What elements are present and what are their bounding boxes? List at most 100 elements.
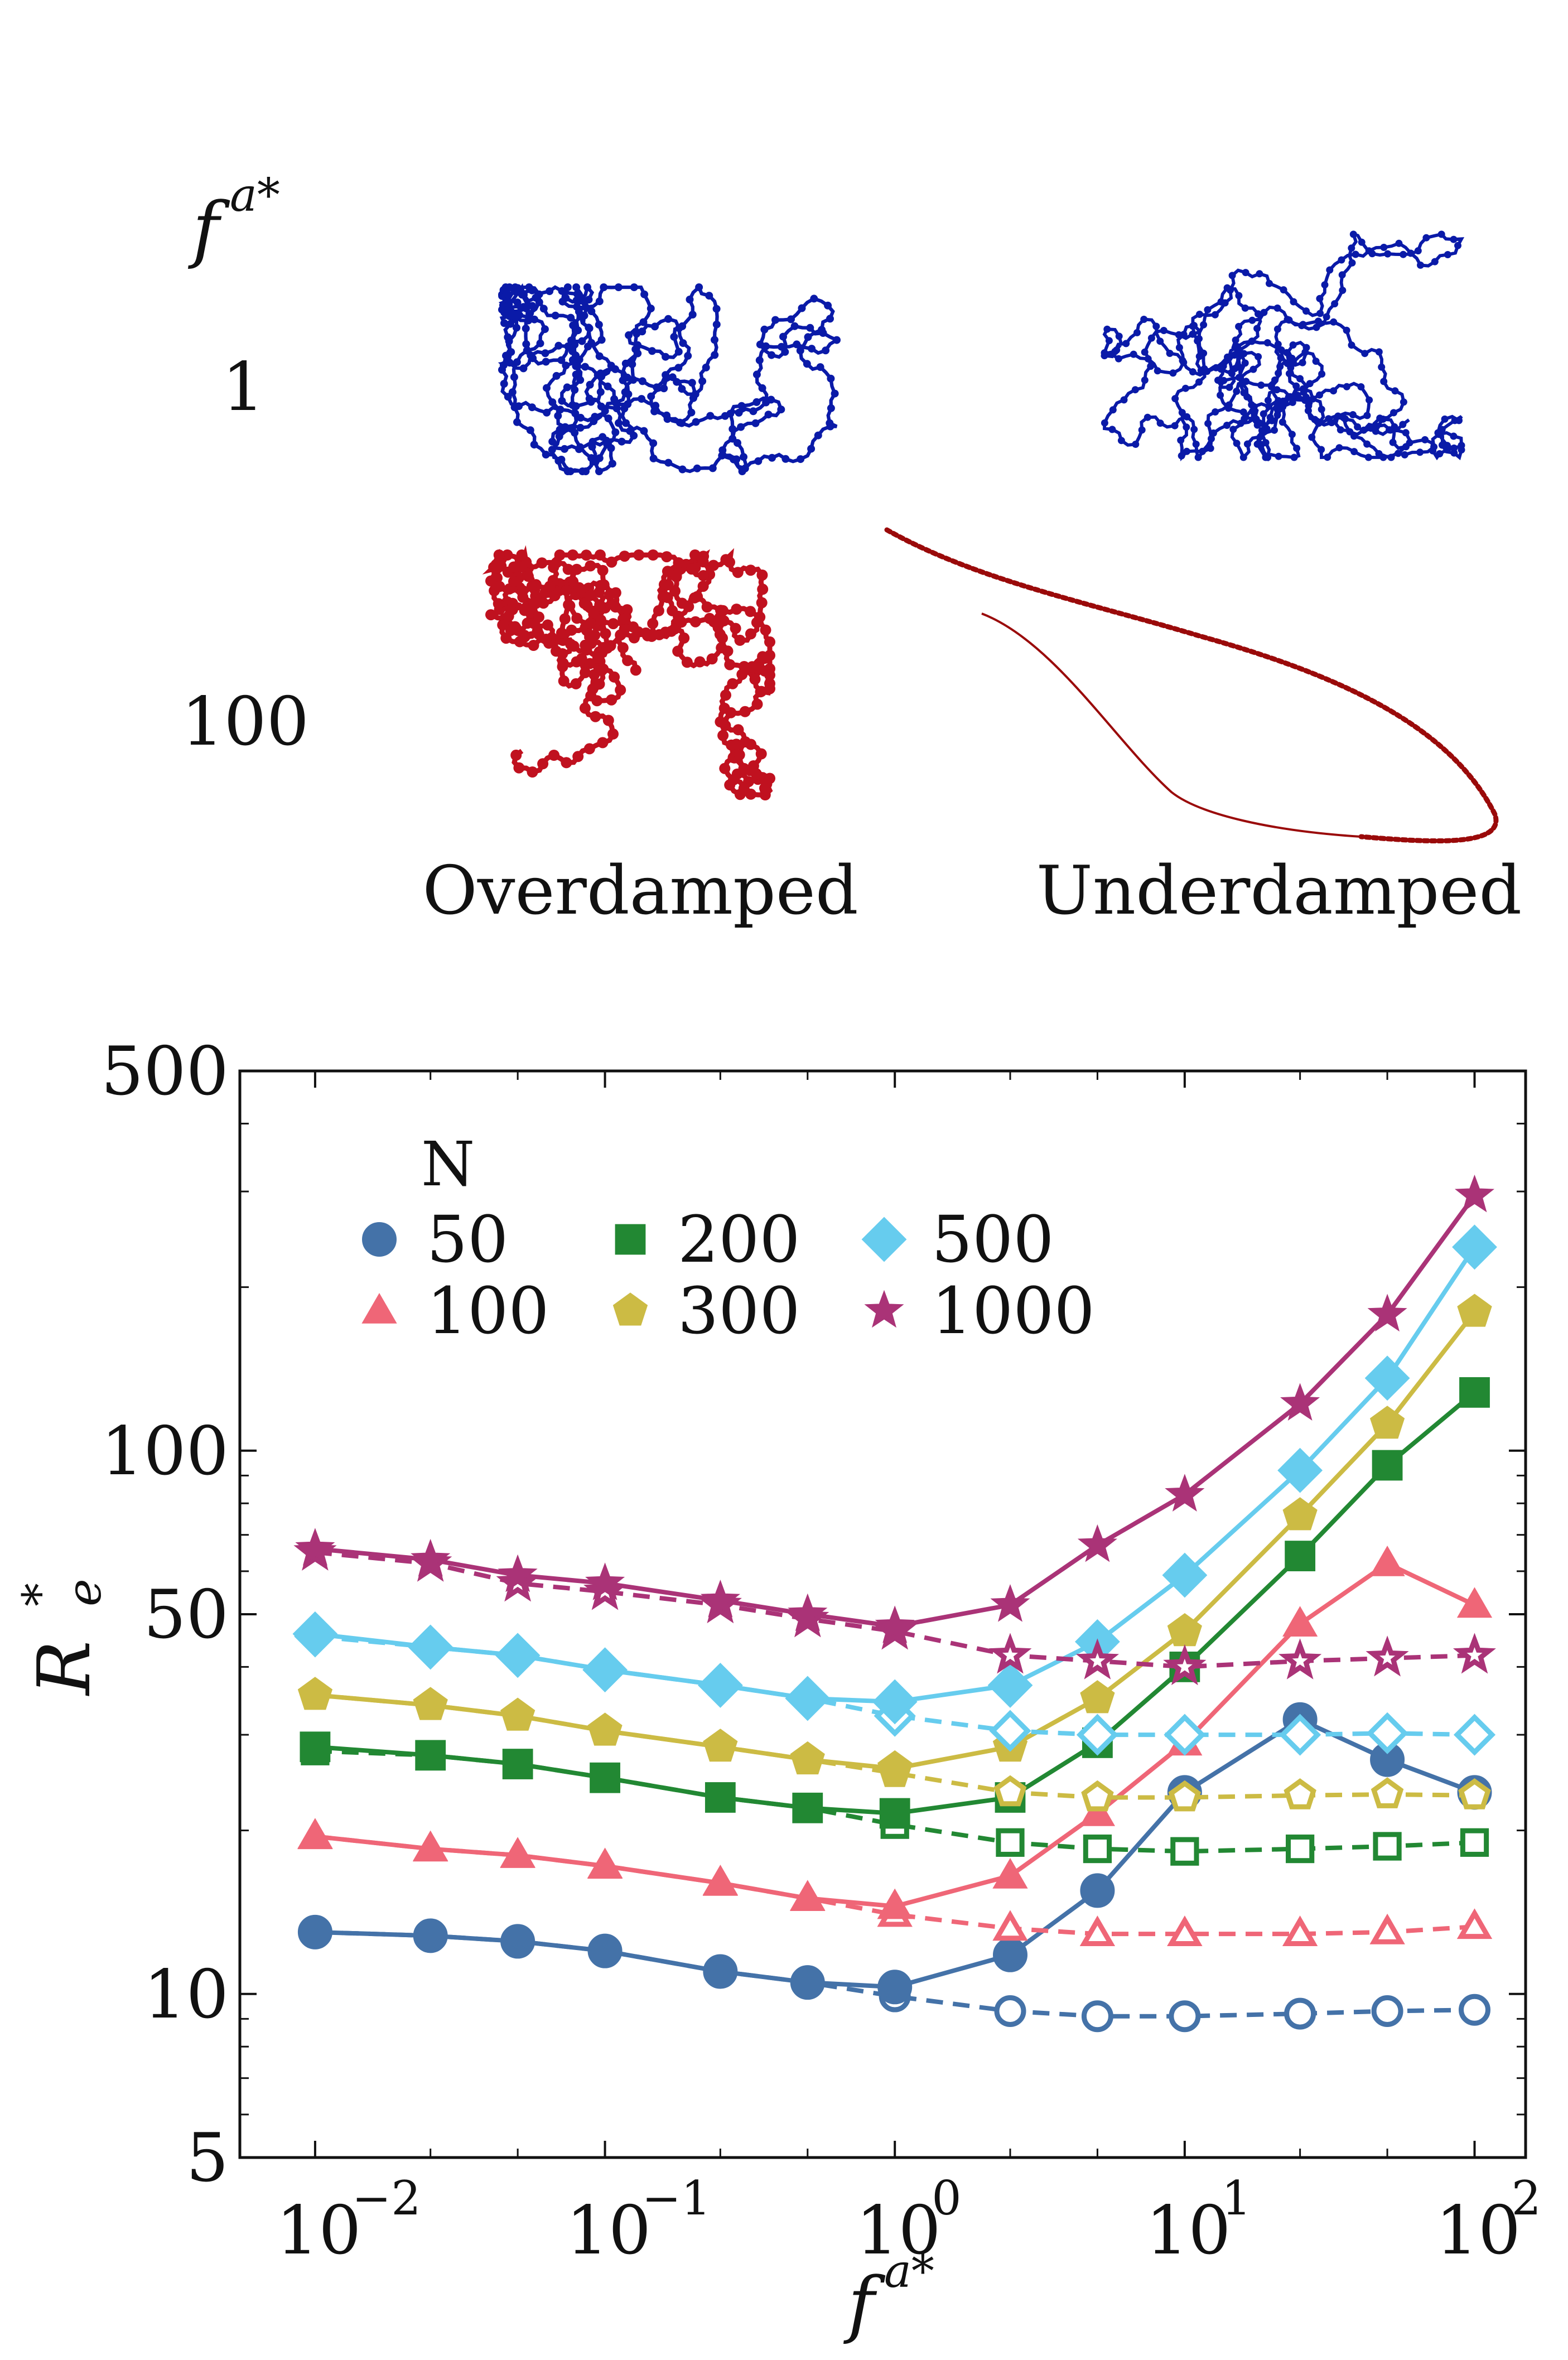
monomer-bead — [1183, 423, 1190, 431]
monomer-bead — [1326, 266, 1334, 274]
monomer-bead — [678, 419, 686, 427]
data-point-open — [988, 1633, 1032, 1674]
monomer-bead — [575, 355, 583, 364]
monomer-bead — [1253, 440, 1261, 448]
x-tick-label-exponent: 0 — [932, 2171, 961, 2226]
monomer-bead — [1177, 436, 1185, 444]
monomer-bead — [720, 689, 731, 701]
monomer-bead — [1253, 325, 1261, 332]
monomer-bead — [1156, 419, 1164, 427]
monomer-bead — [514, 636, 525, 648]
monomer-bead — [1361, 350, 1369, 358]
monomer-bead — [640, 427, 648, 435]
monomer-bead — [1271, 376, 1278, 384]
monomer-bead — [1372, 427, 1379, 435]
monomer-bead — [517, 585, 529, 597]
row-label-high: 100 — [181, 683, 309, 761]
legend-label: 300 — [678, 1274, 800, 1349]
monomer-bead — [1337, 426, 1344, 434]
monomer-bead — [614, 283, 623, 291]
monomer-bead — [757, 651, 769, 663]
monomer-bead — [580, 667, 591, 678]
data-point-filled — [500, 1837, 535, 1868]
monomer-bead — [1316, 295, 1324, 302]
monomer-bead — [764, 669, 775, 681]
monomer-bead — [1228, 272, 1236, 279]
x-tick-label-base: 10 — [856, 2192, 941, 2270]
monomer-bead — [698, 570, 709, 581]
monomer-bead — [1458, 446, 1465, 453]
monomer-bead — [1400, 398, 1407, 406]
data-point-filled — [1165, 1474, 1205, 1512]
data-point-open — [1460, 1828, 1489, 1857]
monomer-bead — [692, 418, 700, 426]
monomer-bead — [1120, 396, 1128, 404]
snapshot-overdamped-high-force — [482, 545, 775, 800]
y-tick-label: 10 — [143, 1956, 229, 2034]
monomer-bead — [530, 597, 542, 609]
monomer-bead — [528, 640, 539, 651]
monomer-bead — [1343, 383, 1350, 390]
monomer-bead — [537, 758, 549, 770]
monomer-bead — [529, 354, 537, 363]
monomer-bead — [1242, 269, 1249, 277]
monomer-bead — [678, 632, 690, 644]
monomer-bead — [611, 428, 620, 436]
monomer-bead — [1200, 321, 1208, 329]
monomer-bead — [1234, 350, 1242, 358]
series-N-200 — [300, 1377, 1490, 1866]
monomer-bead — [522, 340, 530, 348]
monomer-bead — [1275, 397, 1282, 404]
data-point-filled — [415, 1740, 446, 1771]
monomer-bead — [1450, 432, 1458, 440]
monomer-bead — [660, 384, 668, 393]
monomer-bead — [1251, 414, 1259, 422]
row-header-f: f — [188, 186, 230, 271]
monomer-bead — [1144, 413, 1151, 421]
monomer-bead — [573, 290, 581, 298]
monomer-bead — [1273, 386, 1281, 394]
monomer-bead — [1338, 271, 1346, 279]
monomer-bead — [793, 340, 801, 349]
monomer-bead — [764, 636, 775, 648]
monomer-bead — [1422, 234, 1430, 242]
data-point-open — [1083, 1834, 1112, 1864]
monomer-bead — [1368, 250, 1376, 258]
monomer-bead — [716, 642, 727, 654]
monomer-bead — [668, 373, 677, 382]
monomer-bead — [548, 437, 557, 446]
monomer-bead — [1400, 250, 1407, 258]
monomer-bead — [807, 445, 816, 453]
monomer-bead — [730, 622, 741, 634]
monomer-bead — [1255, 353, 1262, 360]
monomer-bead — [1376, 414, 1384, 422]
monomer-bead — [739, 706, 751, 717]
monomer-bead — [523, 571, 534, 582]
monomer-bead — [551, 311, 559, 320]
monomer-bead — [1260, 308, 1268, 316]
series-N-100 — [297, 1545, 1493, 1946]
monomer-bead — [567, 313, 575, 322]
data-point-filled — [1459, 1377, 1490, 1408]
monomer-bead — [640, 290, 649, 298]
monomer-bead — [1330, 387, 1337, 395]
monomer-bead — [728, 425, 737, 433]
monomer-bead — [585, 560, 596, 572]
data-point-open — [1284, 1778, 1316, 1809]
data-point-filled — [1080, 1873, 1115, 1908]
monomer-bead — [674, 348, 683, 356]
data-point-open — [1081, 1780, 1114, 1812]
monomer-bead — [554, 412, 562, 420]
monomer-bead — [1436, 450, 1444, 457]
monomer-bead — [1414, 247, 1422, 255]
monomer-bead — [806, 324, 814, 332]
monomer-bead — [664, 459, 673, 467]
monomer-bead — [1380, 378, 1388, 385]
monomer-bead — [1285, 370, 1293, 378]
monomer-bead — [602, 715, 614, 726]
monomer-bead — [572, 296, 581, 305]
monomer-bead — [787, 315, 795, 324]
monomer-bead — [604, 382, 612, 390]
monomer-bead — [796, 346, 804, 355]
monomer-bead — [1225, 401, 1233, 409]
